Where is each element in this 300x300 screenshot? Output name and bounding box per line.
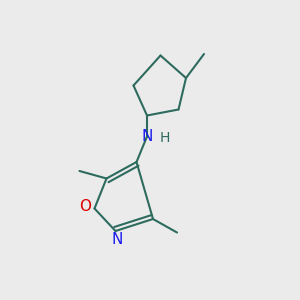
Text: H: H	[160, 131, 170, 145]
Text: O: O	[80, 199, 92, 214]
Text: N: N	[111, 232, 123, 247]
Text: N: N	[141, 129, 153, 144]
